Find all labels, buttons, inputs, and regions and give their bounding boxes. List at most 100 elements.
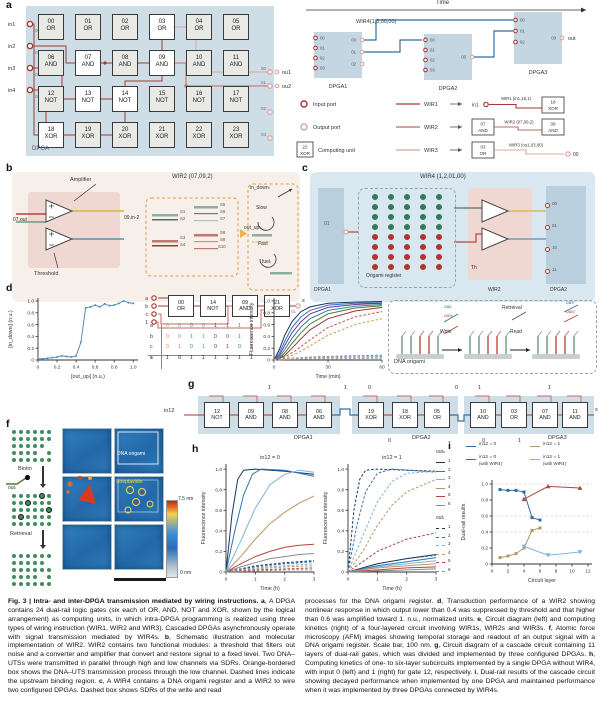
grid-dot [26,458,30,462]
g-wire-blue [450,414,470,422]
out-l-prime-label: outₗ' [566,301,575,306]
gate-type: AND [239,306,251,313]
example-wire-1 [489,103,542,109]
unit-id: 00 [47,19,55,25]
wir-name: WIR1 [424,102,438,108]
h-legend-low-swatch [436,545,445,546]
computing-unit-14: 14 NOT [112,86,138,112]
h-legend-low-number: 3 [448,541,451,546]
g-gate-10: 10 AND [470,402,496,428]
biotin-label: Biotin [18,466,32,472]
gate-00: 00 OR [168,295,194,317]
grid-dot [26,568,30,572]
gate-id: 08 [282,409,288,415]
xtick-label: 1 [376,577,379,583]
panel-c-label: c [302,162,308,174]
marker [65,355,68,358]
grid-dot [47,494,51,498]
grid-dot [33,522,37,526]
xaxis-label: Circuit layer [528,578,556,584]
wir-arrowhead [458,125,462,129]
wir2-input-label: 07.out [13,217,27,223]
h-legend-high-title: outₕ [436,449,445,455]
origami-register-dots [358,188,454,286]
strand-label-S9: S9 [220,237,226,242]
read-label: Read [510,329,522,335]
grid-dot [19,575,23,579]
gate-id: 09 [248,409,254,415]
origami-strand-tip [437,330,443,337]
h-legend-low-swatch [436,528,445,529]
table-cell: 1 [250,354,253,361]
origami-strand-tip [546,330,552,337]
origami-base-1 [464,354,512,359]
xtick-label: 10 [569,569,575,575]
marker [41,357,44,360]
input-port-number: 03 [35,94,41,99]
table-cell: 0 [166,333,169,340]
mini-in-label: 02 [520,40,525,45]
g-gate-hook [277,395,292,402]
signal-arrow [563,314,579,323]
amplifier-module [16,183,124,269]
marker [122,299,125,302]
mini-dpga-DPGA3 [514,12,562,64]
mini-in-ring [423,57,428,63]
biotin-strand-icon [6,474,31,485]
xtick-label: 0.8 [111,365,118,371]
marker [51,356,54,359]
i-legend-label: in12 = 0 [479,455,497,460]
g-gate-18: 18 XOR [392,402,418,428]
wir2-name: WIR2 [488,287,501,293]
fuel-label: fuelₗ [262,259,271,265]
i-legend-sub: (with WIR4) [479,460,502,466]
xtick-label: 0 [273,365,276,371]
caption-text: , Circuit diagram (left) and computing k… [305,615,595,632]
g-gate-09: 09 AND [238,402,264,428]
register-dot [372,224,378,230]
table-cell: 0 [190,344,193,350]
grid-dot [12,561,16,565]
mini-in-ring [423,37,428,43]
grid-dot [12,501,16,505]
register-dot [436,264,442,270]
i-legend-swatch [466,459,476,460]
wir-arrowhead [458,102,462,106]
table-cell: 1 [250,333,253,340]
table-cell: 0 [166,344,169,350]
origami-strand-tip [478,330,484,337]
dpga1-port-label: 01 [324,221,330,227]
i-legend: in12 = 0 in12 = 1 in12 = 0 (with WIR4) in12 … [466,442,598,472]
register-dot [372,254,378,260]
mini-out-ring [359,37,365,43]
table-cell: 1 [226,344,229,350]
table-cell: 1 [214,354,217,361]
mini-out-ring [469,54,475,60]
unit-type: NOT [229,98,243,105]
g-gate-hook [506,395,521,402]
gate-type: OR [509,415,519,422]
dpga2-port-label: 00 [552,201,558,206]
grid-dot [33,508,37,512]
unit-id: 07 [84,55,92,61]
unit-id: 01 [84,19,92,25]
g-gate-hook [209,395,224,402]
ytick-label: 0.6 [337,508,344,514]
grid-dot [47,554,51,558]
g-top-value: 0 [368,385,371,391]
table-cell: 1 [214,323,217,329]
unit-type: OR [194,26,204,33]
mini-in-label: 01 [320,46,325,51]
wire-junction [103,61,107,65]
wir2-diagram [16,183,299,291]
table-row-name: c [150,344,153,350]
afm-image-4 [114,476,164,522]
legend-unit-type: XOR [548,106,559,111]
marker [117,302,120,305]
ytick-label: 0.8 [481,498,488,504]
caption-text: i [474,669,477,677]
table-cell: 0 [178,333,181,340]
series-outL layer6 [225,569,314,573]
grid-dot [47,430,51,434]
